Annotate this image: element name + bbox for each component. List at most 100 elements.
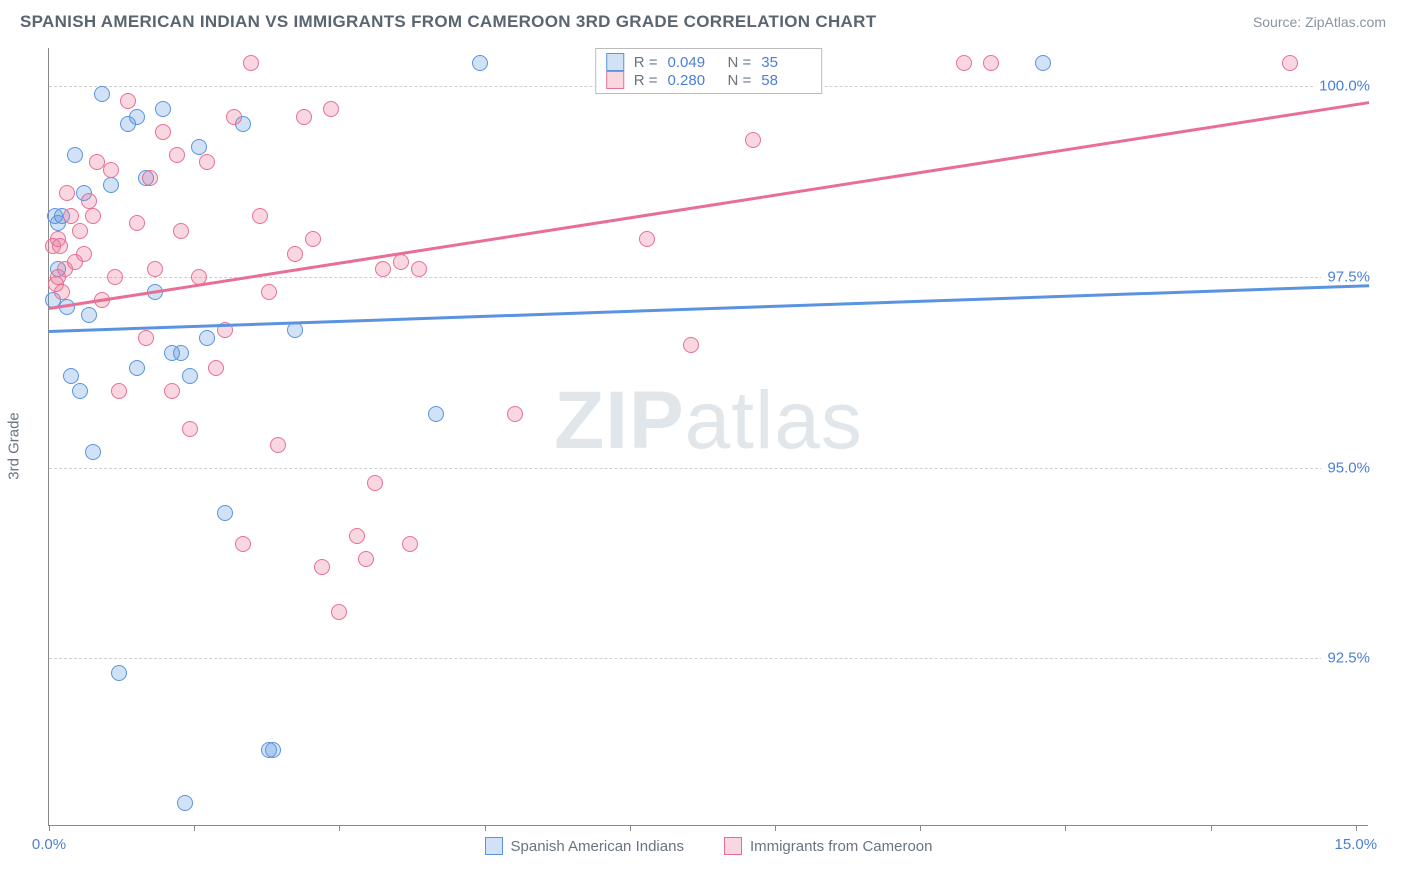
scatter-point xyxy=(402,536,418,552)
scatter-point xyxy=(226,109,242,125)
scatter-point xyxy=(111,665,127,681)
scatter-point xyxy=(349,528,365,544)
scatter-point xyxy=(314,559,330,575)
watermark: ZIPatlas xyxy=(554,374,863,468)
legend-series-label: Spanish American Indians xyxy=(511,838,684,855)
legend-stats-row: R =0.280N =58 xyxy=(606,71,812,89)
scatter-point xyxy=(94,86,110,102)
scatter-point xyxy=(129,215,145,231)
x-tick xyxy=(630,825,631,831)
scatter-point xyxy=(155,124,171,140)
scatter-point xyxy=(173,345,189,361)
y-tick-label: 95.0% xyxy=(1321,459,1370,476)
scatter-point xyxy=(81,307,97,323)
plot-area: ZIPatlas 92.5%95.0%97.5%100.0%0.0%15.0%R… xyxy=(48,48,1368,826)
scatter-point xyxy=(745,132,761,148)
y-tick-label: 97.5% xyxy=(1321,268,1370,285)
scatter-point xyxy=(191,139,207,155)
scatter-point xyxy=(177,795,193,811)
scatter-point xyxy=(411,261,427,277)
scatter-point xyxy=(270,437,286,453)
r-value: 0.280 xyxy=(668,72,718,89)
scatter-point xyxy=(76,246,92,262)
trend-line xyxy=(49,101,1369,309)
chart-title: SPANISH AMERICAN INDIAN VS IMMIGRANTS FR… xyxy=(20,12,876,32)
scatter-point xyxy=(164,383,180,399)
scatter-point xyxy=(81,193,97,209)
legend-swatch xyxy=(485,837,503,855)
scatter-point xyxy=(182,421,198,437)
scatter-point xyxy=(129,109,145,125)
y-tick-label: 92.5% xyxy=(1321,650,1370,667)
scatter-point xyxy=(305,231,321,247)
x-tick xyxy=(1211,825,1212,831)
scatter-point xyxy=(103,177,119,193)
legend-stats-row: R = 0.049 N = 35 xyxy=(606,53,812,71)
x-tick xyxy=(339,825,340,831)
scatter-point xyxy=(182,368,198,384)
legend-swatch xyxy=(724,837,742,855)
scatter-point xyxy=(147,261,163,277)
scatter-point xyxy=(111,383,127,399)
scatter-point xyxy=(983,55,999,71)
n-label: N = xyxy=(728,54,752,71)
scatter-point xyxy=(199,154,215,170)
scatter-point xyxy=(217,505,233,521)
scatter-point xyxy=(331,604,347,620)
scatter-point xyxy=(85,444,101,460)
scatter-point xyxy=(507,406,523,422)
scatter-point xyxy=(155,101,171,117)
legend-stats: R =0.049N =35R =0.280N =58 xyxy=(595,48,823,94)
x-tick xyxy=(1356,825,1357,831)
legend-series-item: Immigrants from Cameroon xyxy=(724,837,933,855)
legend-swatch xyxy=(606,71,624,89)
legend-swatch xyxy=(606,53,624,71)
scatter-point xyxy=(323,101,339,117)
scatter-point xyxy=(169,147,185,163)
scatter-point xyxy=(85,208,101,224)
header: SPANISH AMERICAN INDIAN VS IMMIGRANTS FR… xyxy=(0,0,1406,40)
trend-line xyxy=(49,284,1369,332)
scatter-point xyxy=(54,284,70,300)
x-tick-label: 15.0% xyxy=(1335,836,1378,853)
scatter-point xyxy=(52,238,68,254)
scatter-point xyxy=(287,322,303,338)
scatter-point xyxy=(59,185,75,201)
gridline-h xyxy=(49,468,1368,469)
scatter-point xyxy=(683,337,699,353)
scatter-point xyxy=(296,109,312,125)
scatter-point xyxy=(639,231,655,247)
scatter-point xyxy=(138,330,154,346)
scatter-point xyxy=(199,330,215,346)
y-axis-label: 3rd Grade xyxy=(6,412,23,480)
x-tick xyxy=(49,825,50,831)
scatter-point xyxy=(120,93,136,109)
scatter-point xyxy=(472,55,488,71)
x-tick-label: 0.0% xyxy=(32,836,66,853)
scatter-point xyxy=(243,55,259,71)
r-label: R = xyxy=(634,72,658,89)
scatter-point xyxy=(235,536,251,552)
scatter-point xyxy=(72,223,88,239)
r-label: R = xyxy=(634,54,658,71)
scatter-point xyxy=(63,208,79,224)
scatter-point xyxy=(142,170,158,186)
scatter-point xyxy=(261,284,277,300)
x-tick xyxy=(775,825,776,831)
legend-series: Spanish American Indians Immigrants from … xyxy=(485,837,933,855)
scatter-point xyxy=(107,269,123,285)
scatter-point xyxy=(173,223,189,239)
scatter-point xyxy=(67,147,83,163)
legend-series-item: Spanish American Indians xyxy=(485,837,684,855)
scatter-point xyxy=(103,162,119,178)
scatter-point xyxy=(375,261,391,277)
n-value: 35 xyxy=(761,54,811,71)
scatter-point xyxy=(428,406,444,422)
x-tick xyxy=(920,825,921,831)
scatter-point xyxy=(72,383,88,399)
scatter-point xyxy=(956,55,972,71)
r-value: 0.049 xyxy=(668,54,718,71)
scatter-point xyxy=(393,254,409,270)
scatter-point xyxy=(265,742,281,758)
x-tick xyxy=(194,825,195,831)
